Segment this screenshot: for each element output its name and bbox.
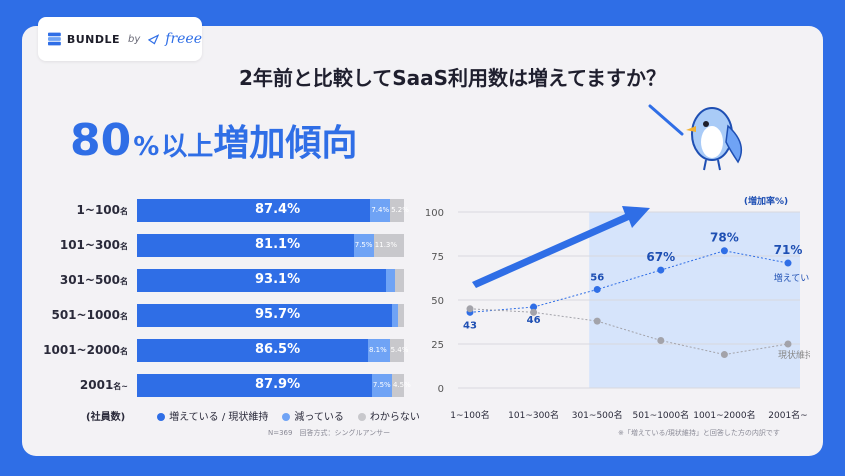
series-line [469, 308, 789, 356]
series-point [593, 285, 601, 293]
data-label: 71% [774, 243, 803, 257]
bar-value-label: 95.7% [255, 307, 301, 322]
page-title: 2年前と比較してSaaS利用数は増えてますか？ [238, 66, 667, 90]
x-tick-label: 1~100名 [450, 409, 489, 421]
bar-segment-unk: 5.2% [390, 199, 409, 222]
axis-group-label: (社員数) [86, 412, 126, 423]
bar-row-label: 1001~2000名 [43, 343, 128, 357]
bar-segment-unk: 5.4% [389, 339, 408, 362]
bar-segment-inc: 87.9% [137, 374, 372, 397]
bar-value-label: 87.9% [255, 377, 301, 392]
bird-mascot-icon [648, 104, 743, 171]
bar-value-label: 7.5% [354, 241, 373, 249]
stacked-bar: 87.9% 7.5% 4.5% [137, 374, 411, 397]
bar-segment-dec [385, 269, 395, 292]
bar-row-label: 2001名~ [79, 378, 128, 392]
bar-value-label: 7.5% [372, 381, 391, 389]
series-point [657, 336, 665, 344]
bar-segment-unk: 4.5% [391, 374, 411, 397]
headline-percent: % [133, 132, 160, 162]
series-point [657, 266, 665, 274]
series-point [530, 303, 538, 311]
data-label: 43 [463, 320, 477, 331]
line-chart-note: ※「増えている/現状維持」と回答した方の内訳です [618, 429, 780, 437]
bar-value-label: 8.1% [368, 346, 387, 354]
bar-value-label: 4.5% [392, 381, 411, 389]
stacked-bar: 95.7% [137, 304, 404, 327]
sample-note: N=369 回答方式：シングルアンサー [268, 429, 391, 437]
y-tick-label: 100 [425, 208, 444, 219]
stacked-bar: 93.1% [137, 269, 404, 292]
data-label: 46 [527, 315, 541, 326]
headline: 80 % 以上 増加傾向 [70, 114, 357, 166]
bar-value-label: 87.4% [255, 202, 301, 217]
bar-segment-inc: 87.4% [137, 199, 371, 222]
stacked-bar: 86.5% 8.1% 5.4% [137, 339, 408, 362]
series-point [720, 247, 728, 255]
y-tick-label: 75 [431, 252, 444, 263]
bar-value-label: 5.4% [390, 346, 409, 354]
bar-segment-inc: 93.1% [137, 269, 386, 292]
data-label: 56 [590, 272, 604, 283]
brand-by: by [128, 33, 141, 45]
y-axis-label: (増加率%) [744, 195, 788, 207]
bar-segment-dec: 8.1% [367, 339, 390, 362]
bar-value-label: 5.2% [391, 206, 409, 214]
bar-value-label: 86.5% [255, 342, 301, 357]
series-point [720, 351, 728, 359]
bar-segment-inc: 81.1% [137, 234, 354, 257]
bar-row-label: 501~1000名 [51, 308, 128, 322]
bar-segment-inc: 95.7% [137, 304, 393, 327]
x-tick-label: 1001~2000名 [693, 409, 755, 421]
bundle-logo-icon [48, 32, 61, 46]
series-name-label: 現状維持 [778, 349, 810, 361]
bar-segment-unk [394, 269, 404, 292]
stacked-bar: 87.4% 7.4% 5.2% [137, 199, 409, 222]
y-tick-label: 25 [431, 340, 444, 351]
bar-row-label: 101~300名 [59, 238, 128, 252]
data-label: 78% [710, 231, 739, 245]
series-point [466, 305, 474, 313]
y-tick-label: 50 [431, 296, 444, 307]
partner-name: freee [165, 31, 202, 47]
legend-item-increase: 増えている / 現状維持 [157, 408, 268, 423]
y-tick-label: 0 [438, 384, 444, 395]
brand-name: BUNDLE [66, 32, 121, 46]
legend-item-decrease: 減っている [282, 408, 344, 423]
series-point [784, 340, 792, 348]
series-name-label: 増えている [774, 272, 810, 284]
x-tick-label: 301~500名 [572, 409, 623, 421]
bar-value-label: 81.1% [255, 237, 301, 252]
bar-segment-dec: 7.5% [371, 374, 392, 397]
stacked-bar: 81.1% 7.5% 11.3% [137, 234, 404, 257]
series-line [469, 250, 789, 313]
bar-legend: (社員数) 増えている / 現状維持 減っている わからない [86, 408, 420, 423]
freee-bird-icon [148, 34, 160, 45]
x-tick-label: 501~1000名 [632, 409, 689, 421]
series-point [784, 259, 792, 267]
bar-segment-unk [398, 304, 404, 327]
headline-number: 80 [70, 115, 132, 166]
bar-row-label: 1~100名 [76, 203, 128, 217]
headline-text-1: 以上 [161, 132, 214, 162]
data-label: 67% [646, 250, 675, 264]
bar-value-label: 7.4% [371, 206, 390, 214]
legend-item-unknown: わからない [357, 408, 420, 423]
line-chart: 0 25 50 75 100 (増加率%) 1~100名 101~300名 301~500名 50… [425, 195, 810, 421]
trend-arrow [472, 206, 650, 288]
bar-row-label: 301~500名 [59, 273, 128, 287]
headline-text-2: 増加傾向 [213, 123, 358, 164]
series-point [530, 308, 538, 316]
series-point [593, 317, 601, 325]
brand-badge: BUNDLE by freee [38, 17, 202, 61]
x-tick-label: 101~300名 [508, 409, 559, 421]
x-tick-label: 2001名~ [768, 409, 807, 421]
bar-segment-dec: 7.4% [370, 199, 391, 222]
bar-segment-dec [392, 304, 399, 327]
bar-value-label: 93.1% [255, 272, 301, 287]
bar-value-label: 11.3% [374, 241, 398, 249]
bar-segment-inc: 86.5% [137, 339, 368, 362]
bar-segment-dec: 7.5% [353, 234, 374, 257]
bar-segment-unk: 11.3% [373, 234, 404, 257]
